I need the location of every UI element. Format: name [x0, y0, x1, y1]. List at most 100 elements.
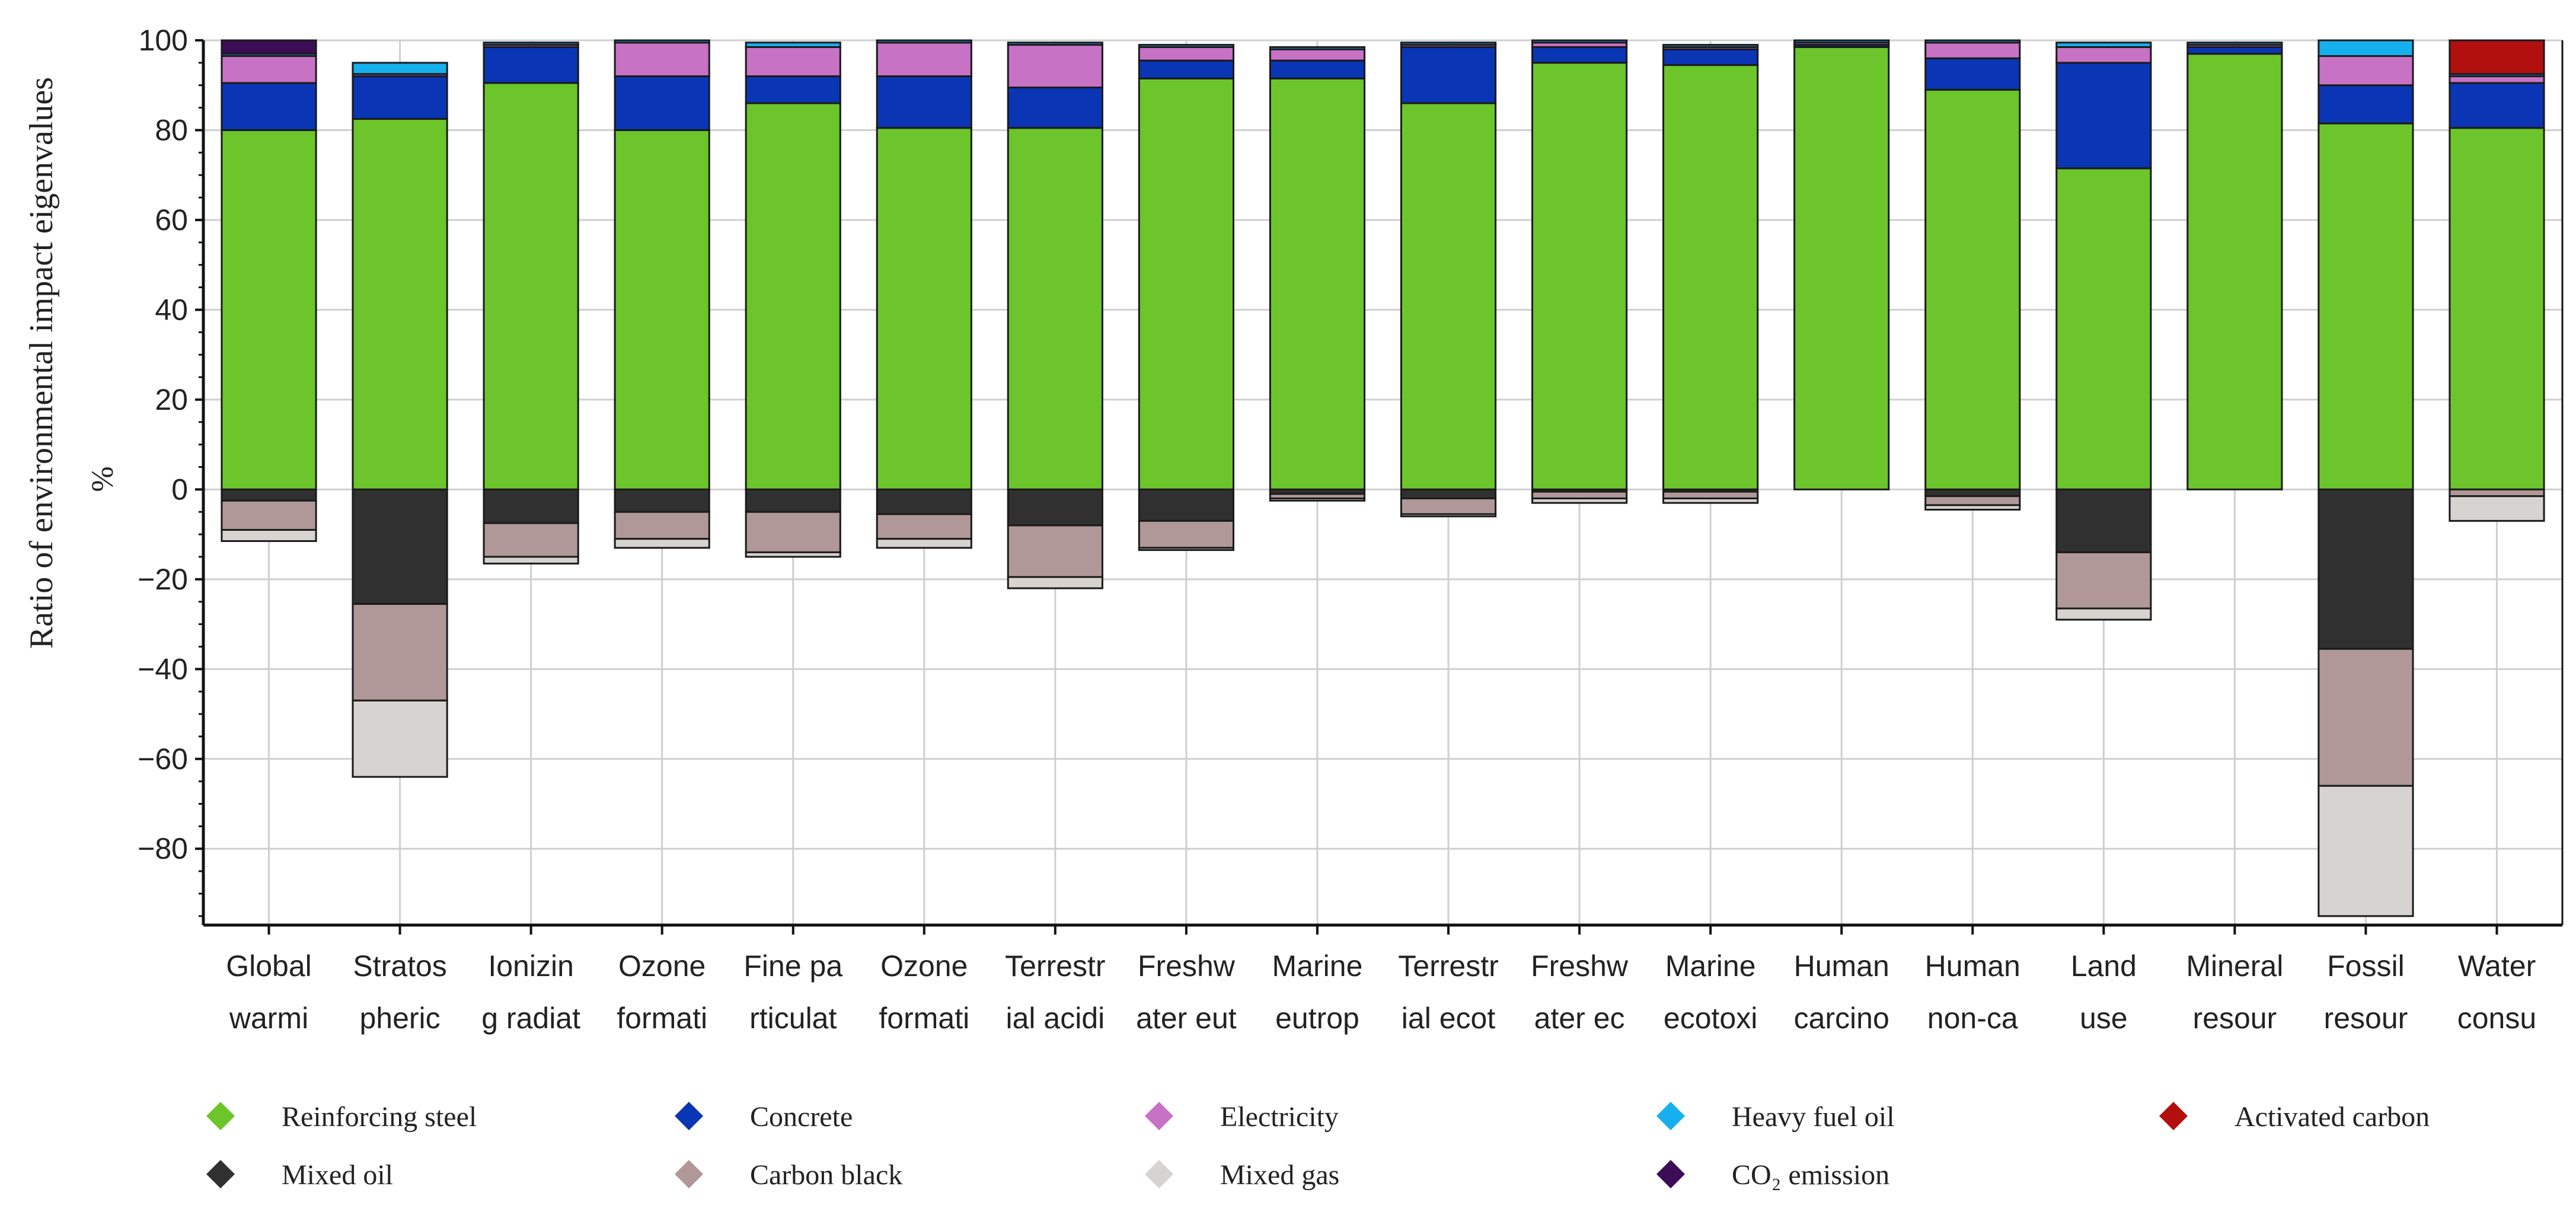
- legend-marker: [675, 1160, 703, 1188]
- bar-segment: [1138, 77, 1234, 490]
- y-tick-label: −80: [138, 832, 188, 865]
- y-tick-label: 100: [139, 24, 188, 57]
- bar-segment: [1924, 88, 2021, 490]
- bar-segment: [1662, 64, 1759, 490]
- bar-segment: [221, 129, 317, 490]
- x-tick-label: g radiat: [481, 1002, 580, 1035]
- y-tick-label: 0: [171, 473, 188, 506]
- legend-marker: [675, 1102, 703, 1130]
- x-tick-label: ecotoxi: [1664, 1002, 1757, 1035]
- bar-segment: [614, 488, 710, 513]
- x-tick-label: Human: [1925, 949, 2020, 983]
- bar-segment: [1269, 498, 1366, 502]
- legend-marker: [1145, 1160, 1173, 1188]
- x-tick-labels: Global warmi Stratos pheric Ionizin g radiat O…: [226, 949, 2536, 1035]
- x-tick-label: carcino: [1794, 1002, 1889, 1035]
- bar-segment: [2318, 122, 2414, 490]
- bar-segment: [1007, 127, 1103, 490]
- bar-segment: [2318, 55, 2414, 87]
- axes: [195, 39, 2564, 935]
- bar-segment: [2055, 167, 2152, 490]
- bar-segment: [1400, 46, 1497, 104]
- bar-segment: [876, 488, 972, 515]
- x-tick-label: non-ca: [1927, 1002, 2018, 1035]
- bar-segment: [1924, 504, 2021, 511]
- x-tick-label: Ozone: [880, 949, 968, 983]
- bar-segment: [2055, 42, 2152, 48]
- bar-segment: [876, 127, 972, 490]
- bar-segment: [2449, 495, 2545, 522]
- y-tick-label: 20: [155, 383, 188, 416]
- bar-segment: [1007, 42, 1103, 46]
- bar-segment: [2449, 82, 2545, 129]
- legend-marker: [206, 1102, 235, 1130]
- bar-segment: [1400, 42, 1497, 46]
- bar-segment: [1662, 490, 1759, 500]
- bar-segment: [1531, 498, 1628, 504]
- bar-segment: [2318, 648, 2414, 787]
- bar-segment: [221, 488, 317, 502]
- bar-segment: [1269, 59, 1366, 79]
- bar-segment: [352, 699, 448, 778]
- bar-segment: [1138, 44, 1234, 48]
- bar-segment: [1400, 498, 1497, 515]
- y-tick-label: −40: [138, 652, 188, 686]
- y-tick-label: 60: [155, 203, 188, 237]
- bar-segment: [2318, 84, 2414, 125]
- x-tick-label: Stratos: [353, 949, 446, 983]
- bar-segment: [221, 55, 317, 84]
- bar-segment: [1924, 39, 2021, 44]
- bar-segment: [221, 499, 317, 531]
- bar-segment: [2318, 39, 2414, 58]
- bar-segment: [2318, 785, 2414, 917]
- bar-segment: [483, 488, 579, 524]
- x-tick-label: Freshw: [1531, 949, 1629, 983]
- y-tick-label: −60: [138, 742, 188, 776]
- x-tick-label: warmi: [229, 1002, 308, 1035]
- legend-label: Electricity: [1220, 1101, 1339, 1133]
- x-tick-label: ater eut: [1136, 1002, 1237, 1035]
- bar-segment: [876, 513, 972, 540]
- x-tick-label: Water: [2458, 949, 2536, 983]
- bar-segment: [2186, 53, 2283, 490]
- legend-label: Reinforcing steel: [282, 1101, 477, 1133]
- bar-segment: [1400, 488, 1497, 500]
- bar-segment: [876, 42, 972, 78]
- bar-segment: [1269, 46, 1366, 50]
- bar-segment: [1138, 519, 1234, 549]
- bar-segment: [352, 75, 448, 120]
- x-tick-label: resour: [2192, 1002, 2277, 1035]
- bar-segment: [1793, 39, 1890, 44]
- bar-segment: [2449, 39, 2545, 75]
- bar-segment: [876, 39, 972, 44]
- x-tick-label: pheric: [359, 1002, 440, 1035]
- bar-segment: [745, 42, 841, 48]
- bar-segment: [221, 82, 317, 131]
- x-tick-label: Marine: [1272, 949, 1363, 983]
- bar-segment: [1007, 524, 1103, 578]
- x-tick-label: Ionizin: [488, 949, 574, 983]
- bar-segment: [614, 75, 710, 131]
- bar-segment: [1662, 48, 1759, 66]
- x-tick-label: rticulat: [749, 1002, 837, 1035]
- bar-segment: [1662, 44, 1759, 48]
- bar-segment: [1138, 46, 1234, 62]
- bar-segment: [2318, 488, 2414, 650]
- bar-segment: [614, 42, 710, 78]
- legend-label: Concrete: [750, 1101, 853, 1133]
- x-tick-label: Ozone: [618, 949, 706, 983]
- y-axis-label: Ratio of environmental impact eigenvalue…: [23, 77, 60, 649]
- bar-segment: [2449, 75, 2545, 84]
- x-tick-label: Global: [226, 949, 312, 983]
- bar-segment: [352, 488, 448, 605]
- y-tick-label: −20: [138, 563, 188, 596]
- y-axis-unit: %: [86, 466, 120, 492]
- bar-segment: [1924, 488, 2021, 498]
- bar-segment: [483, 556, 579, 565]
- bar-segment: [221, 39, 317, 55]
- x-tick-label: Mineral: [2186, 949, 2283, 983]
- bar-segment: [483, 82, 579, 490]
- bar-segment: [2186, 46, 2283, 55]
- bar-segment: [1269, 48, 1366, 62]
- legend-label: Mixed oil: [282, 1159, 393, 1191]
